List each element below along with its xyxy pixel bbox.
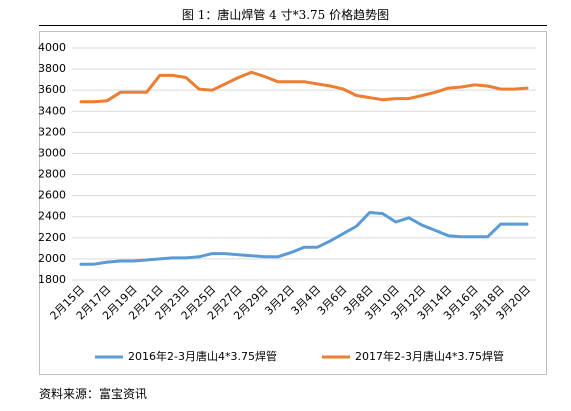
legend-label: 2016年2-3月唐山4*3.75焊管 [128,349,277,363]
chart-frame [39,31,547,375]
series-line-2017 [79,70,529,104]
chart-title: 图 1：唐山焊管 4 寸*3.75 价格趋势图 [181,8,390,22]
y-tick-label: 2800 [38,168,66,181]
series-line-2016 [79,211,529,266]
y-tick-label: 1800 [38,273,66,286]
source-note: 资料来源：富宝资讯 [39,387,148,401]
y-tick-label: 3800 [38,62,66,75]
legend-label: 2017年2-3月唐山4*3.75焊管 [355,349,504,363]
y-tick-label: 2200 [38,231,66,244]
y-tick-label: 2400 [38,210,66,223]
y-tick-label: 3600 [38,83,66,96]
y-tick-label: 4000 [38,41,66,54]
y-tick-label: 3400 [38,104,66,117]
y-tick-label: 3000 [38,146,66,159]
y-tick-label: 3200 [38,125,66,138]
y-tick-label: 2000 [38,252,66,265]
title-underline [39,25,547,26]
y-tick-label: 2600 [38,189,66,202]
